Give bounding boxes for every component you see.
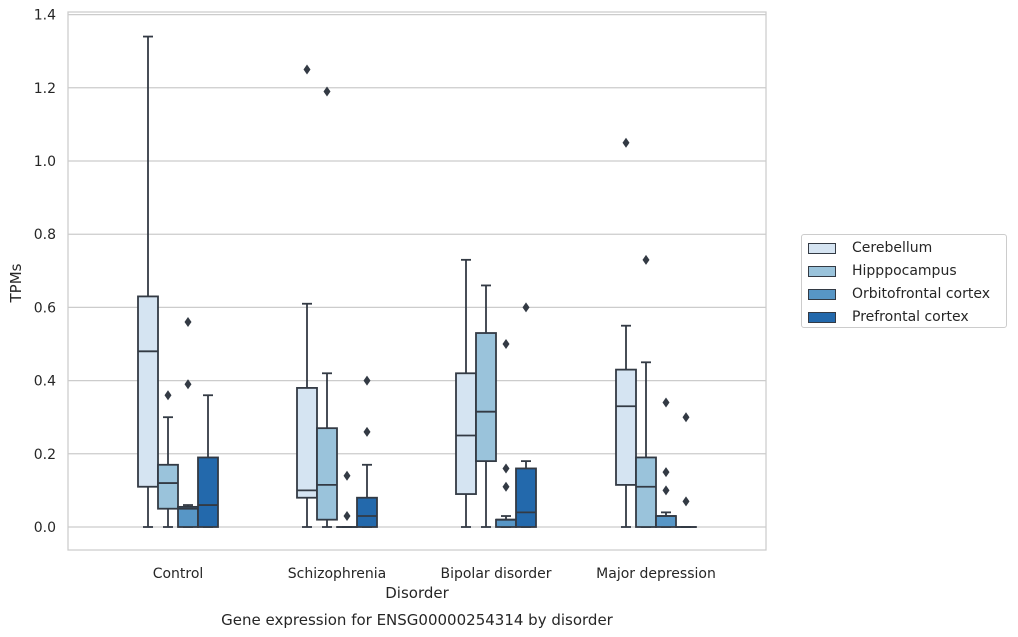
box-iqr bbox=[177, 505, 199, 528]
y-tick-label: 0.0 bbox=[34, 520, 56, 536]
outlier-point bbox=[184, 379, 192, 390]
box-orbitofrontal-cortex bbox=[177, 317, 199, 528]
plot-area-frame bbox=[67, 11, 767, 551]
legend-swatch bbox=[808, 311, 836, 323]
legend-label: Hipppocampus bbox=[852, 263, 957, 279]
outlier-point bbox=[662, 467, 670, 478]
outlier-point bbox=[363, 426, 371, 437]
x-tick-label: Schizophrenia bbox=[288, 566, 386, 582]
box-hipppocampus bbox=[316, 86, 338, 528]
x-tick-label: Major depression bbox=[596, 566, 716, 582]
box-iqr bbox=[137, 295, 159, 488]
box-cerebellum bbox=[455, 258, 477, 528]
box-hipppocampus bbox=[475, 284, 497, 528]
grid-lines bbox=[68, 13, 766, 528]
box-cerebellum bbox=[296, 64, 318, 528]
outlier-point bbox=[682, 496, 690, 507]
legend-item: Cerebellum bbox=[808, 238, 932, 258]
y-tick-labels: 0.0 0.2 0.4 0.6 0.8 1.0 1.2 1.4 bbox=[34, 8, 56, 536]
outlier-point bbox=[502, 481, 510, 492]
outlier-point bbox=[662, 485, 670, 496]
y-tick-label: 1.4 bbox=[34, 8, 56, 24]
outlier-point bbox=[363, 375, 371, 386]
y-tick-label: 1.0 bbox=[34, 154, 56, 170]
box-prefrontal-cortex bbox=[675, 412, 697, 528]
chart-title: Gene expression for ENSG00000254314 by d… bbox=[221, 611, 614, 629]
box-hipppocampus bbox=[635, 254, 657, 528]
box-series bbox=[137, 35, 697, 528]
legend-swatch bbox=[808, 288, 836, 300]
x-tick-label: Control bbox=[153, 566, 204, 582]
y-tick-label: 0.2 bbox=[34, 447, 56, 463]
box-iqr bbox=[316, 427, 338, 521]
outlier-point bbox=[622, 137, 630, 148]
box-orbitofrontal-cortex bbox=[336, 470, 358, 528]
y-tick-label: 0.4 bbox=[34, 374, 56, 390]
legend-label: Orbitofrontal cortex bbox=[852, 286, 990, 302]
box-iqr bbox=[495, 518, 517, 528]
box-prefrontal-cortex bbox=[356, 375, 378, 528]
box-iqr bbox=[655, 515, 677, 528]
y-axis-label: TPMs bbox=[7, 263, 25, 303]
legend-item: Orbitofrontal cortex bbox=[808, 284, 990, 304]
outlier-point bbox=[323, 86, 331, 97]
box-iqr bbox=[197, 456, 219, 528]
x-tick-label: Bipolar disorder bbox=[440, 566, 551, 582]
outlier-point bbox=[502, 463, 510, 474]
box-prefrontal-cortex bbox=[515, 302, 537, 528]
outlier-point bbox=[642, 254, 650, 265]
outlier-point bbox=[303, 64, 311, 75]
x-tick-labels: Control Schizophrenia Bipolar disorder Majo… bbox=[153, 566, 716, 582]
legend-swatch bbox=[808, 242, 836, 254]
outlier-point bbox=[164, 390, 172, 401]
legend-item: Hipppocampus bbox=[808, 261, 957, 281]
box-iqr bbox=[296, 387, 318, 499]
legend-label: Prefrontal cortex bbox=[852, 309, 969, 325]
box-prefrontal-cortex bbox=[197, 394, 219, 528]
box-iqr bbox=[475, 332, 497, 463]
box-iqr bbox=[615, 368, 637, 486]
legend-swatch bbox=[808, 265, 836, 277]
box-orbitofrontal-cortex bbox=[495, 339, 517, 528]
outlier-point bbox=[662, 397, 670, 408]
box-iqr bbox=[157, 463, 179, 510]
box-orbitofrontal-cortex bbox=[655, 397, 677, 528]
outlier-point bbox=[682, 412, 690, 423]
legend-label: Cerebellum bbox=[852, 240, 933, 256]
legend: Cerebellum Hipppocampus Orbitofrontal cort… bbox=[801, 234, 1007, 328]
outlier-point bbox=[343, 470, 351, 481]
outlier-point bbox=[502, 339, 510, 349]
box-cerebellum bbox=[615, 137, 637, 528]
y-tick-label: 0.8 bbox=[34, 227, 56, 243]
box-cerebellum bbox=[137, 35, 159, 528]
x-axis-label: Disorder bbox=[385, 584, 449, 602]
box-iqr bbox=[356, 496, 378, 528]
box-iqr bbox=[455, 372, 477, 495]
y-tick-label: 0.6 bbox=[34, 300, 56, 316]
legend-item: Prefrontal cortex bbox=[808, 307, 969, 327]
outlier-point bbox=[343, 511, 351, 522]
box-iqr bbox=[635, 456, 657, 528]
box-hipppocampus bbox=[157, 390, 179, 528]
box-iqr bbox=[515, 467, 537, 528]
y-tick-label: 1.2 bbox=[34, 81, 56, 97]
outlier-point bbox=[184, 317, 192, 328]
outlier-point bbox=[522, 302, 530, 313]
